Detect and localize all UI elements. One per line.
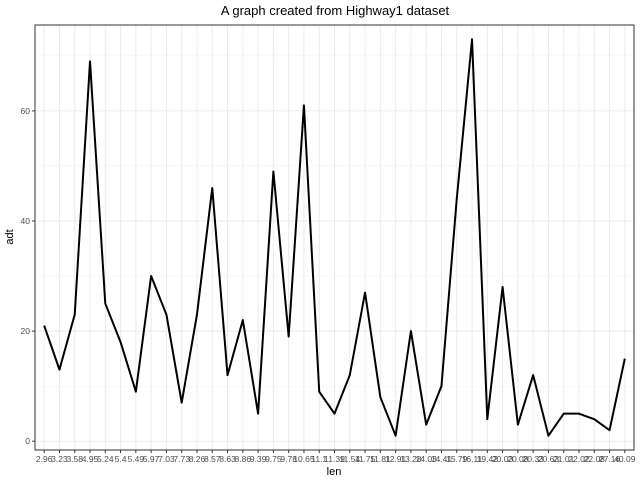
x-tick-label: 8.26 (189, 454, 206, 464)
x-tick-label: 20.03 (492, 454, 514, 464)
x-tick-label: 20.33 (523, 454, 545, 464)
x-tick-label: 19.42 (477, 454, 499, 464)
y-tick-label: 40 (21, 216, 31, 226)
x-tick-label: 40.09 (614, 454, 636, 464)
x-tick-label: 12.91 (385, 454, 407, 464)
x-tick-label: 3.58 (66, 454, 83, 464)
y-axis: 0 20 40 60 (21, 106, 35, 446)
data-series (43, 38, 626, 437)
x-tick-label: 3.23 (51, 454, 68, 464)
x-tick-label: 5.97 (143, 454, 160, 464)
x-axis: 2.963.233.584.955.24 5.4 5.495.977.037.738… (36, 450, 636, 464)
chart-title: A graph created from Highway1 dataset (221, 3, 450, 18)
y-tick-label: 0 (25, 436, 30, 446)
x-tick-label: 14.03 (416, 454, 438, 464)
x-tick-label: 9.39 (250, 454, 267, 464)
x-tick-label: 15.79 (446, 454, 468, 464)
x-tick-label: 20.08 (507, 454, 529, 464)
x-tick-label: 11.39 (324, 454, 345, 464)
x-tick-label: 11.81 (370, 454, 391, 464)
x-tick-label: 22.08 (584, 454, 606, 464)
y-tick-label: 60 (21, 106, 31, 116)
x-tick-label: 13.28 (400, 454, 422, 464)
series-line (43, 38, 626, 437)
x-tick-label: 11.1 (311, 454, 327, 464)
x-tick-label: 8.63 (219, 454, 236, 464)
x-tick-label: 14.41 (431, 454, 453, 464)
x-tick-label: 22.02 (568, 454, 590, 464)
x-tick-label: 7.03 (158, 454, 175, 464)
x-tick-label: 5.24 (97, 454, 114, 464)
x-tick-label: 2.96 (36, 454, 53, 464)
y-axis-title: adt (4, 229, 16, 244)
y-tick-label: 20 (21, 326, 31, 336)
x-tick-label: 10.65 (293, 454, 315, 464)
x-tick-label: 27.16 (599, 454, 621, 464)
x-tick-label: 9.78 (280, 454, 297, 464)
x-tick-label: 8.86 (235, 454, 252, 464)
x-axis-title: len (327, 466, 342, 478)
x-tick-label: 20.63 (538, 454, 560, 464)
x-tick-label: 11.75 (355, 454, 376, 464)
grid-lines (35, 25, 634, 450)
x-tick-label: 5.4 (115, 454, 127, 464)
x-tick-label: 16.11 (462, 454, 483, 464)
x-tick-label: 5.49 (128, 454, 145, 464)
x-tick-label: 4.95 (82, 454, 99, 464)
x-tick-label: 21.01 (553, 454, 575, 464)
x-tick-label: 9.75 (265, 454, 282, 464)
x-tick-label: 11.54 (339, 454, 360, 464)
x-tick-label: 8.57 (204, 454, 221, 464)
x-tick-label: 7.73 (173, 454, 190, 464)
